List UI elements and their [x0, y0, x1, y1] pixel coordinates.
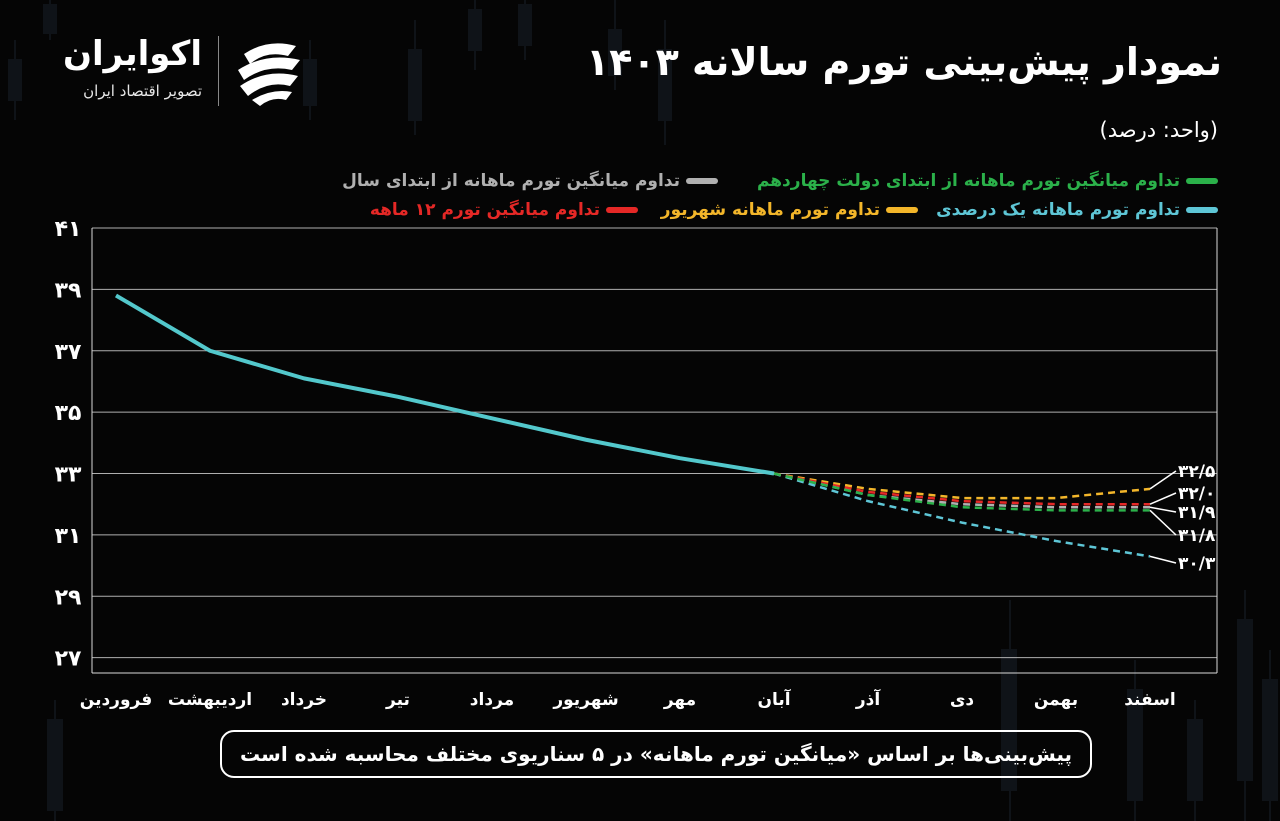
legend-swatch	[1186, 207, 1218, 213]
end-value-label: ۳۲/۰	[1178, 484, 1215, 504]
end-value-label: ۳۱/۸	[1178, 526, 1216, 546]
logo-tagline: تصویر اقتصاد ایران	[83, 82, 202, 100]
legend-label: تداوم تورم ماهانه شهریور	[660, 200, 880, 220]
series-line	[773, 472, 1151, 558]
x-tick-label: آبان	[757, 688, 791, 710]
legend-item-shahrivar: تداوم تورم ماهانه شهریور	[661, 200, 918, 220]
series-line	[773, 472, 1151, 500]
legend-label: تداوم میانگین تورم ماهانه از ابتدای دولت…	[756, 171, 1180, 191]
legend-item-one-percent: تداوم تورم ماهانه یک درصدی	[936, 200, 1218, 220]
x-tick-label: آذر	[855, 688, 882, 710]
y-tick-label: ۳۹	[55, 278, 82, 303]
brand-logo: اکوایران تصویر اقتصاد ایران	[48, 34, 310, 110]
x-tick-label: بهمن	[1034, 690, 1078, 710]
end-value-label: ۳۲/۵	[1178, 462, 1215, 482]
y-tick-label: ۲۹	[55, 585, 82, 610]
value-leader-line	[1149, 470, 1177, 490]
unit-label: (واحد: درصد)	[1099, 118, 1218, 142]
value-leader-line	[1149, 506, 1177, 513]
y-tick-label: ۳۵	[55, 401, 82, 426]
legend-swatch	[886, 207, 918, 213]
footer-note-text: پیش‌بینی‌ها بر اساس «میانگین تورم ماهانه…	[239, 742, 1073, 766]
legend-item-year-start: تداوم میانگین تورم ماهانه از ابتدای سال	[342, 171, 718, 191]
footer-note: پیش‌بینی‌ها بر اساس «میانگین تورم ماهانه…	[220, 730, 1092, 778]
x-tick-label: مرداد	[470, 690, 514, 710]
x-tick-label: اسفند	[1124, 690, 1176, 710]
legend-swatch	[686, 178, 718, 184]
y-tick-label: ۳۷	[55, 340, 82, 365]
legend-label: تداوم میانگین تورم ۱۲ ماهه	[369, 200, 600, 220]
legend-item-12-month: تداوم میانگین تورم ۱۲ ماهه	[370, 200, 638, 220]
value-leader-line	[1149, 509, 1177, 536]
legend-label: تداوم میانگین تورم ماهانه از ابتدای سال	[342, 171, 680, 191]
y-tick-label: ۳۳	[55, 463, 82, 488]
legend-label: تداوم تورم ماهانه یک درصدی	[936, 200, 1180, 220]
chart-title: نمودار پیش‌بینی تورم سالانه ۱۴۰۳	[586, 40, 1222, 84]
series-line	[773, 472, 1150, 509]
y-tick-label: ۲۷	[55, 647, 82, 672]
logo-name: اکوایران	[63, 34, 202, 74]
legend-swatch	[1186, 178, 1218, 184]
legend-item-14th-govt: تداوم میانگین تورم ماهانه از ابتدای دولت…	[757, 171, 1218, 191]
x-tick-label: تیر	[385, 690, 410, 710]
x-tick-label: اردیبهشت	[168, 690, 252, 710]
value-leader-line	[1149, 555, 1177, 564]
x-tick-label: شهریور	[552, 690, 618, 710]
x-tick-label: دی	[950, 690, 975, 710]
historical-line	[114, 293, 775, 476]
legend-swatch	[606, 207, 638, 213]
y-tick-label: ۳۱	[55, 524, 82, 549]
x-tick-label: خرداد	[281, 690, 327, 710]
x-tick-label: فروردین	[80, 690, 152, 710]
logo-divider	[218, 36, 219, 106]
end-value-label: ۳۰/۳	[1178, 554, 1216, 574]
series-line	[773, 472, 1150, 512]
value-leader-line	[1149, 492, 1177, 505]
end-value-label: ۳۱/۹	[1178, 503, 1216, 523]
x-tick-label: مهر	[663, 690, 696, 710]
series-line	[773, 472, 1150, 506]
logo-mark-icon	[238, 43, 300, 106]
y-tick-label: ۴۱	[55, 217, 82, 242]
